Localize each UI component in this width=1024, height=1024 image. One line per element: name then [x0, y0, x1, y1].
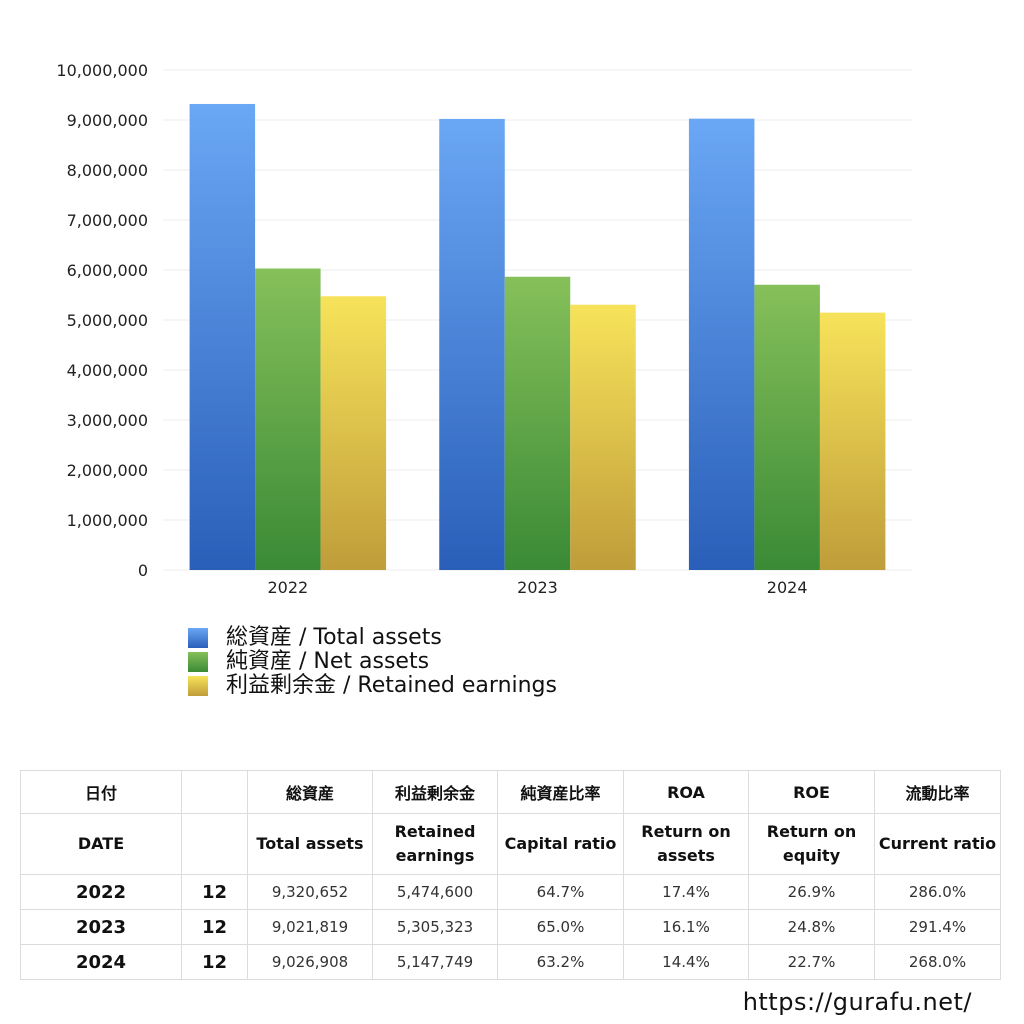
- header-blank: [181, 813, 248, 875]
- bar-total-assets-2022: [189, 103, 256, 570]
- legend-swatch-total-assets: [188, 628, 208, 648]
- y-tick-label: 5,000,000: [67, 311, 148, 330]
- cell-capital-ratio: 64.7%: [497, 874, 624, 910]
- header-retained-earnings-en: Retained earnings: [372, 813, 498, 875]
- cell-roa: 14.4%: [623, 944, 749, 980]
- cell-retained-earnings: 5,474,600: [372, 874, 498, 910]
- legend-swatch-net-assets: [188, 652, 208, 672]
- legend: 総資産 / Total assets 純資産 / Net assets 利益剰余…: [188, 626, 557, 698]
- bar-retained-earnings-2023: [570, 304, 636, 570]
- header-roe-jp: ROE: [748, 770, 875, 814]
- cell-current-ratio: 286.0%: [874, 874, 1001, 910]
- bar-chart: 0 1,000,000 2,000,000 3,000,000 4,000,000 5,0…: [56, 61, 912, 597]
- y-tick-label: 3,000,000: [67, 411, 148, 430]
- legend-item-total-assets: 総資産 / Total assets: [188, 626, 557, 650]
- table-row: 2022 12 9,320,652 5,474,600 64.7% 17.4% …: [20, 874, 1001, 910]
- cell-capital-ratio: 63.2%: [497, 944, 624, 980]
- cell-current-ratio: 268.0%: [874, 944, 1001, 980]
- bar-total-assets-2023: [439, 118, 505, 570]
- cell-month: 12: [181, 944, 248, 980]
- bar-net-assets-2022: [255, 268, 321, 570]
- legend-label-total-assets: 総資産 / Total assets: [226, 625, 442, 650]
- y-tick-label: 9,000,000: [67, 111, 148, 130]
- bar-net-assets-2023: [504, 276, 571, 570]
- header-retained-earnings-jp: 利益剰余金: [372, 770, 498, 814]
- header-roe-en: Return on equity: [748, 813, 875, 875]
- y-tick-label: 4,000,000: [67, 361, 148, 380]
- header-current-ratio-jp: 流動比率: [874, 770, 1001, 814]
- cell-roa: 16.1%: [623, 909, 749, 945]
- cell-retained-earnings: 5,147,749: [372, 944, 498, 980]
- financial-table: 日付 総資産 利益剰余金 純資産比率 ROA ROE 流動比率 DATE Tot…: [20, 770, 1001, 980]
- y-tick-label: 10,000,000: [56, 61, 148, 80]
- legend-item-retained-earnings: 利益剰余金 / Retained earnings: [188, 674, 557, 698]
- cell-retained-earnings: 5,305,323: [372, 909, 498, 945]
- bar-total-assets-2024: [688, 118, 755, 570]
- header-date-jp: 日付: [20, 770, 182, 814]
- cell-year: 2023: [20, 909, 182, 945]
- x-tick-label: 2022: [267, 578, 308, 597]
- header-current-ratio-en: Current ratio: [874, 813, 1001, 875]
- y-tick-label: 6,000,000: [67, 261, 148, 280]
- header-capital-ratio-jp: 純資産比率: [497, 770, 624, 814]
- header-date-en: DATE: [20, 813, 182, 875]
- site-url[interactable]: https://gurafu.net/: [742, 988, 972, 1016]
- cell-total-assets: 9,026,908: [247, 944, 373, 980]
- cell-year: 2024: [20, 944, 182, 980]
- cell-capital-ratio: 65.0%: [497, 909, 624, 945]
- x-tick-label: 2023: [517, 578, 558, 597]
- header-capital-ratio-en: Capital ratio: [497, 813, 624, 875]
- bar-retained-earnings-2022: [320, 296, 387, 570]
- cell-year: 2022: [20, 874, 182, 910]
- header-roa-jp: ROA: [623, 770, 749, 814]
- y-tick-label: 1,000,000: [67, 511, 148, 530]
- legend-item-net-assets: 純資産 / Net assets: [188, 650, 557, 674]
- bar-net-assets-2024: [754, 284, 820, 570]
- cell-total-assets: 9,021,819: [247, 909, 373, 945]
- y-tick-label: 2,000,000: [67, 461, 148, 480]
- y-tick-label: 7,000,000: [67, 211, 148, 230]
- y-tick-label: 8,000,000: [67, 161, 148, 180]
- cell-month: 12: [181, 874, 248, 910]
- table-header-jp: 日付 総資産 利益剰余金 純資産比率 ROA ROE 流動比率: [20, 770, 1001, 814]
- cell-month: 12: [181, 909, 248, 945]
- y-tick-label: 0: [138, 561, 148, 580]
- header-blank: [181, 770, 248, 814]
- header-roa-en: Return on assets: [623, 813, 749, 875]
- legend-label-net-assets: 純資産 / Net assets: [226, 649, 430, 674]
- x-tick-label: 2024: [767, 578, 808, 597]
- table-header-en: DATE Total assets Retained earnings Capi…: [20, 813, 1001, 875]
- cell-roe: 22.7%: [748, 944, 875, 980]
- legend-label-retained-earnings: 利益剰余金 / Retained earnings: [226, 673, 557, 698]
- cell-current-ratio: 291.4%: [874, 909, 1001, 945]
- legend-swatch-retained-earnings: [188, 676, 208, 696]
- header-total-assets-en: Total assets: [247, 813, 373, 875]
- table-row: 2023 12 9,021,819 5,305,323 65.0% 16.1% …: [20, 909, 1001, 945]
- bar-retained-earnings-2024: [819, 312, 886, 570]
- table-row: 2024 12 9,026,908 5,147,749 63.2% 14.4% …: [20, 944, 1001, 980]
- cell-roe: 26.9%: [748, 874, 875, 910]
- cell-roe: 24.8%: [748, 909, 875, 945]
- cell-roa: 17.4%: [623, 874, 749, 910]
- cell-total-assets: 9,320,652: [247, 874, 373, 910]
- header-total-assets-jp: 総資産: [247, 770, 373, 814]
